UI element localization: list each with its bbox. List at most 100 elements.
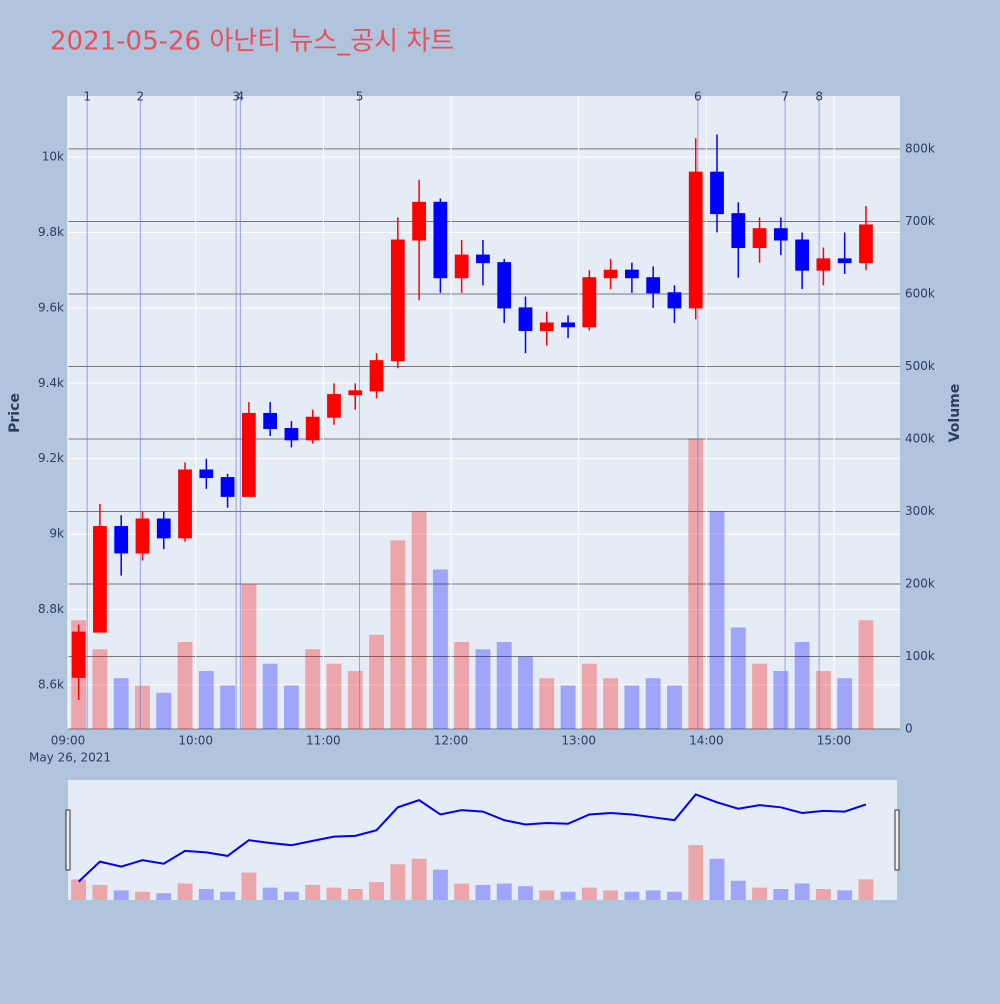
volume-bar [241, 583, 257, 729]
mini-volume-bar [475, 884, 491, 900]
candle-body [688, 171, 703, 309]
mini-volume-bar [241, 872, 257, 900]
y2-tick-label: 800k [905, 141, 935, 155]
chart-title: 2021-05-26 아난티 뉴스_공시 차트 [50, 27, 454, 57]
y2-tick-label: 700k [905, 214, 935, 228]
mini-volume-bar [645, 890, 661, 900]
y2-tick-label: 200k [905, 576, 935, 590]
candle-body [178, 469, 192, 539]
mini-volume-bar [496, 883, 512, 900]
mini-volume-bar [305, 884, 321, 900]
mini-volume-bar [752, 887, 768, 900]
volume-bar [113, 678, 129, 729]
candle-body [497, 262, 512, 309]
news-label: 1 [83, 90, 91, 104]
volume-bar [220, 685, 236, 729]
mini-volume-bar [518, 886, 533, 900]
mini-volume-bar [688, 845, 704, 900]
date-label: May 26, 2021 [29, 751, 111, 765]
candle-body [646, 277, 661, 294]
candle-body [327, 394, 341, 418]
candle-body [263, 412, 278, 430]
y2-tick-label: 100k [905, 649, 935, 663]
mini-volume-bar [666, 891, 682, 900]
candle-body [284, 428, 299, 441]
y-tick-label: 9.6k [38, 300, 64, 314]
candle-body [603, 269, 618, 279]
candle-body [773, 228, 788, 241]
mini-volume-bar [730, 880, 746, 900]
candle-body [454, 254, 469, 279]
candle-body [305, 416, 320, 441]
x-tick-label: 14:00 [689, 734, 724, 748]
range-handle[interactable] [65, 809, 71, 871]
candle-body [433, 201, 448, 279]
mini-price-line [77, 793, 867, 883]
mini-volume-bar [411, 858, 427, 900]
y2-tick-label: 300k [905, 504, 935, 518]
volume-bar [262, 663, 278, 729]
volume-bar [305, 649, 321, 729]
candle-body [93, 526, 107, 633]
mini-volume-bar [858, 879, 874, 900]
candle-body [582, 277, 597, 328]
volume-bar [92, 649, 108, 729]
candle-body [795, 239, 810, 271]
volume-bar [198, 670, 214, 729]
y-tick-label: 9k [49, 527, 64, 541]
mini-volume-bar [815, 889, 831, 900]
candle-body [539, 322, 554, 332]
volume-bar [624, 685, 640, 729]
candle-body [241, 412, 256, 497]
y-tick-label: 9.8k [38, 225, 64, 239]
candle-body [369, 360, 384, 392]
mini-volume-bar [347, 889, 363, 900]
mini-volume-bar [603, 890, 619, 900]
volume-bar [858, 620, 874, 729]
mini-volume-bar [220, 891, 236, 900]
news-label: 5 [356, 90, 364, 104]
y2-tick-label: 500k [905, 359, 935, 373]
candle-body [837, 258, 852, 264]
volume-bar [560, 685, 576, 729]
x-tick-label: 09:00 [51, 734, 86, 748]
x-tick-label: 15:00 [817, 734, 852, 748]
y-tick-label: 9.2k [38, 451, 64, 465]
mini-volume-bar [177, 883, 193, 900]
volume-bar [283, 685, 299, 729]
news-label: 6 [694, 90, 702, 104]
candle-body [710, 171, 724, 215]
volume-bar [603, 678, 619, 729]
volume-bar [773, 670, 789, 729]
y-tick-label: 9.4k [38, 376, 64, 390]
mini-volume-bar [773, 889, 789, 900]
volume-bar [539, 678, 555, 729]
volume-bar [688, 438, 704, 729]
volume-bar [645, 678, 661, 729]
mini-volume-bar [156, 893, 172, 900]
candle-body [667, 292, 682, 309]
mini-volume-bar [794, 883, 810, 900]
mini-volume-bar [624, 891, 640, 900]
y2-tick-label: 600k [905, 286, 935, 300]
volume-bar [432, 569, 448, 729]
mini-volume-bar [92, 884, 108, 900]
mini-volume-bar [135, 891, 150, 900]
volume-bar [752, 663, 768, 729]
volume-bar [347, 670, 363, 729]
mini-volume-bar [581, 887, 597, 900]
mini-volume-bar [113, 890, 129, 900]
mini-volume-bar [837, 890, 853, 900]
candle-body [752, 228, 767, 249]
y-tick-label: 8.6k [38, 677, 64, 691]
volume-bar [326, 663, 342, 729]
range-slider [68, 780, 897, 900]
y2-tick-label: 400k [905, 431, 935, 445]
y-axis-title: Price [7, 393, 23, 433]
range-handle[interactable] [894, 809, 900, 871]
volume-bar [837, 678, 853, 729]
mini-volume-bar [432, 869, 448, 900]
candle-body [859, 224, 873, 264]
news-label: 3 [232, 90, 240, 104]
volume-bar [794, 641, 810, 729]
